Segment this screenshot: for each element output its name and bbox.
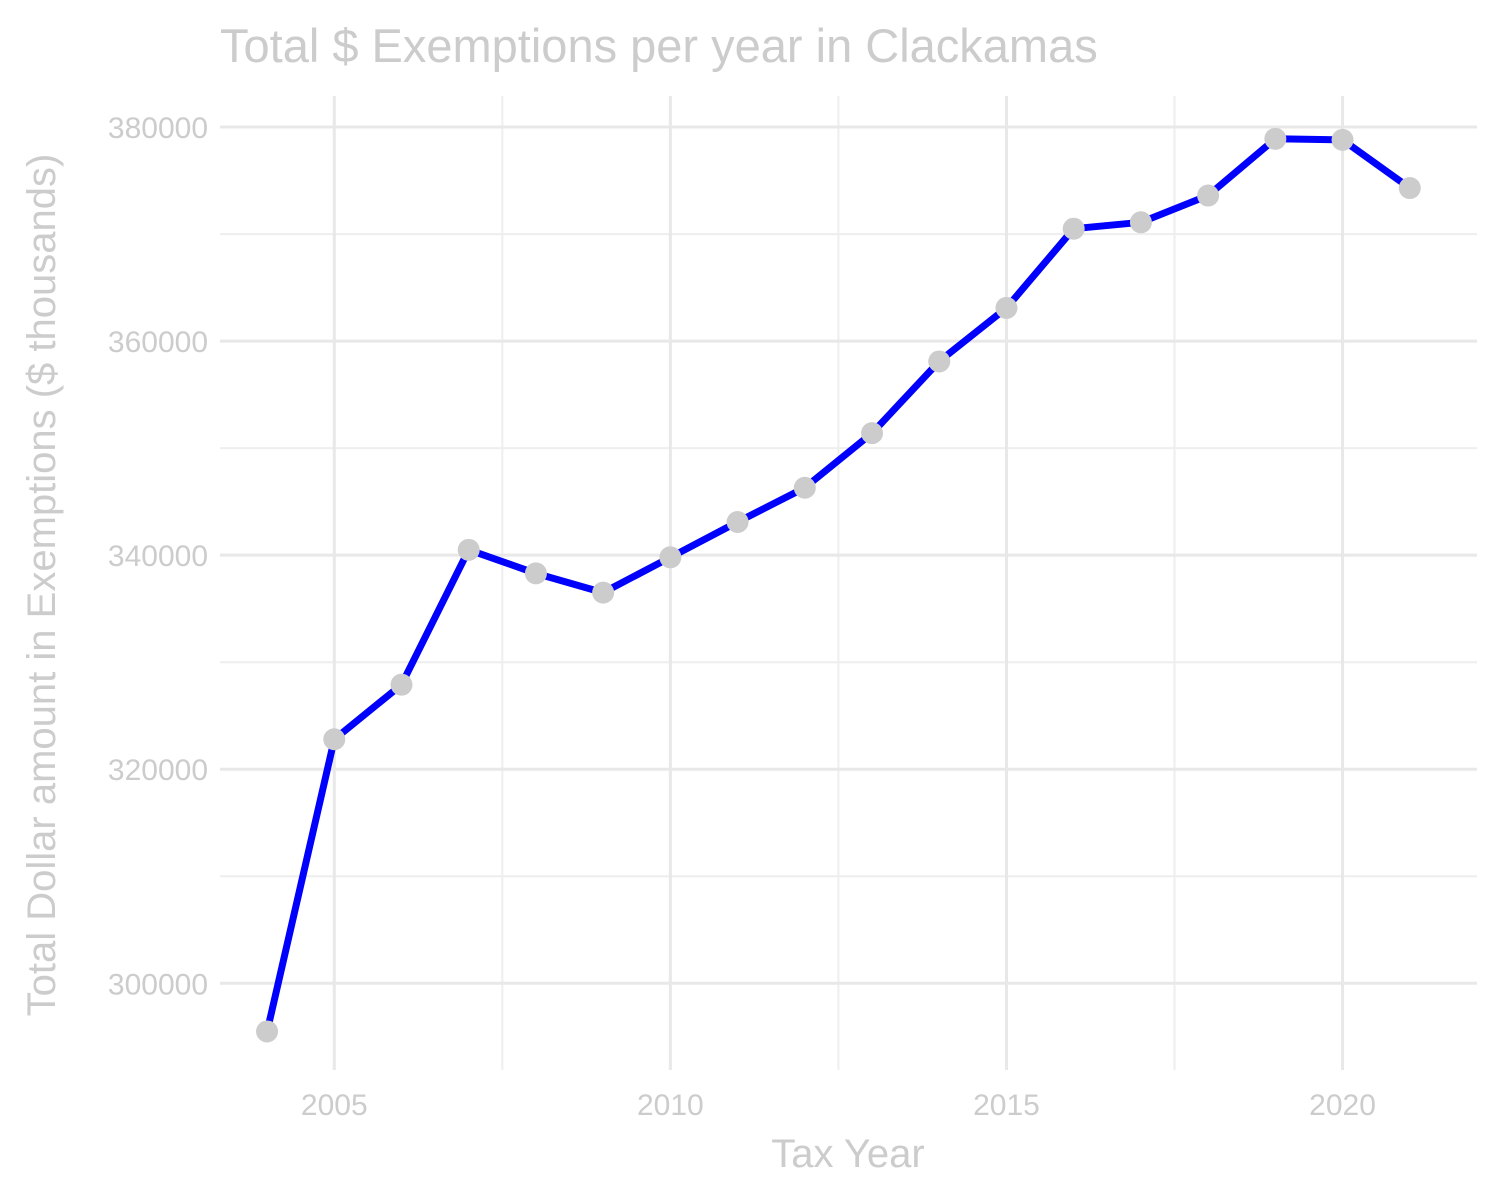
data-point xyxy=(323,728,346,751)
y-axis-tick-labels: 300000 320000 340000 360000 380000 xyxy=(108,112,208,1001)
data-point xyxy=(928,350,951,373)
data-point xyxy=(1062,217,1085,240)
x-axis-title: Tax Year xyxy=(771,1132,924,1176)
y-tick-label: 360000 xyxy=(108,326,208,359)
x-tick-label: 2020 xyxy=(1309,1089,1376,1122)
y-tick-label: 320000 xyxy=(108,754,208,787)
data-point xyxy=(390,673,413,696)
data-point xyxy=(1398,177,1421,200)
data-point xyxy=(524,562,547,585)
y-tick-label: 380000 xyxy=(108,112,208,145)
chart-title: Total $ Exemptions per year in Clackamas xyxy=(220,19,1098,72)
data-point xyxy=(1197,184,1220,207)
data-points xyxy=(256,127,1421,1043)
data-point xyxy=(793,476,816,499)
data-point xyxy=(1129,211,1152,234)
x-tick-label: 2005 xyxy=(301,1089,368,1122)
data-point xyxy=(995,296,1018,319)
data-point xyxy=(1264,127,1287,150)
x-tick-label: 2010 xyxy=(637,1089,704,1122)
data-point xyxy=(659,546,682,569)
data-point xyxy=(592,581,615,604)
y-axis-title: Total Dollar amount in Exemptions ($ tho… xyxy=(20,154,64,1017)
x-axis-tick-labels: 2005 2010 2015 2020 xyxy=(301,1089,1376,1122)
data-point xyxy=(256,1020,279,1043)
data-point xyxy=(726,510,749,533)
data-point xyxy=(1331,128,1354,151)
series-line xyxy=(263,135,1414,1035)
x-tick-label: 2015 xyxy=(973,1089,1040,1122)
data-point xyxy=(861,422,884,445)
data-point xyxy=(457,538,480,561)
minor-gridlines xyxy=(220,96,1477,1070)
major-gridlines xyxy=(220,96,1477,1070)
y-tick-label: 340000 xyxy=(108,540,208,573)
y-tick-label: 300000 xyxy=(108,968,208,1001)
